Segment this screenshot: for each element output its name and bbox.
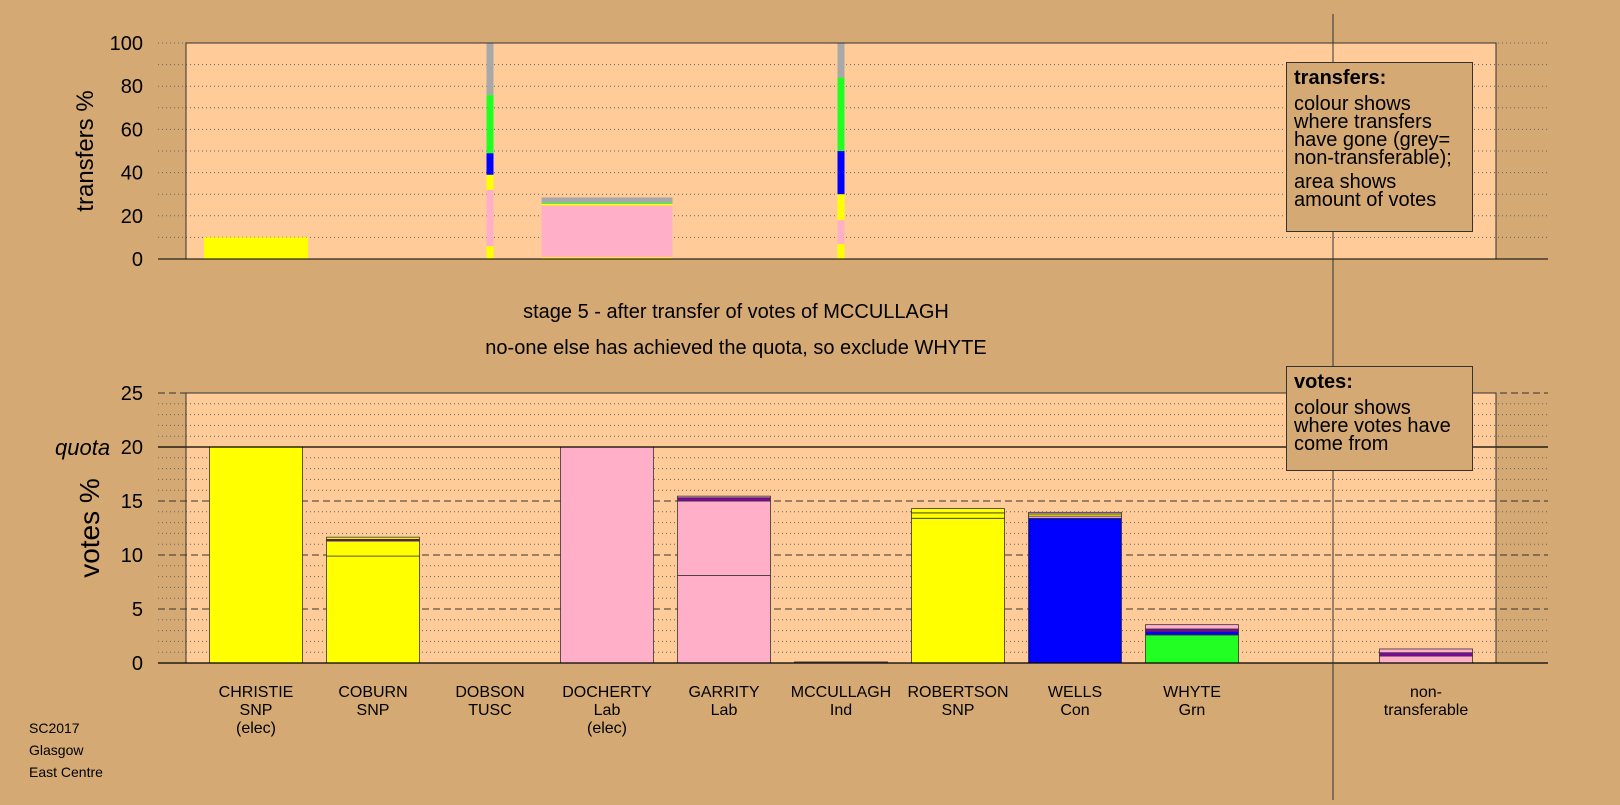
candidate-label: DOCHERTY — [562, 684, 652, 701]
vote-segment — [560, 446, 654, 664]
candidate-label: GARRITY — [688, 684, 759, 701]
vote-segment — [911, 517, 1005, 664]
transfer-segment — [541, 202, 673, 204]
transfer-segment — [837, 151, 845, 195]
candidate-label: CHRISTIE — [219, 684, 294, 701]
vote-segment — [677, 497, 771, 502]
candidate-label: transferable — [1384, 702, 1469, 719]
candidate-label: Lab — [594, 702, 621, 719]
vote-segment — [911, 512, 1005, 519]
vote-segment — [677, 495, 771, 499]
footer-info: SC2017 Glasgow East Centre — [29, 717, 103, 783]
vote-segment — [209, 446, 303, 664]
candidate-label: MCCULLAGH — [791, 684, 891, 701]
votes-y-tick-label: 5 — [132, 599, 143, 621]
candidate-label: (elec) — [587, 720, 627, 737]
vote-segment — [677, 575, 771, 664]
transfer-segment — [204, 237, 308, 259]
votes-y-tick-label: 10 — [121, 545, 143, 567]
candidate-label: SNP — [240, 702, 273, 719]
candidate-label: Ind — [830, 702, 852, 719]
transfers-y-tick-label: 20 — [121, 206, 143, 228]
candidate-label: WELLS — [1048, 684, 1102, 701]
transfers-y-tick-label: 80 — [121, 76, 143, 98]
votes-legend: votes: colour shows where votes have com… — [1286, 366, 1473, 471]
footer-election: SC2017 — [29, 720, 80, 736]
vote-segment — [1379, 648, 1473, 654]
vote-segment — [1145, 634, 1239, 664]
candidate-label: (elec) — [236, 720, 276, 737]
footer-ward: East Centre — [29, 764, 103, 780]
transfer-segment — [486, 246, 494, 259]
vote-segment — [326, 555, 420, 664]
transfer-segment — [837, 220, 845, 244]
vote-segment — [326, 536, 420, 540]
transfer-segment — [486, 174, 494, 190]
votes-y-tick-label: 0 — [132, 653, 143, 675]
transfer-segment — [486, 94, 494, 154]
candidate-label: non- — [1410, 684, 1442, 701]
transfers-y-tick-label: 100 — [110, 33, 143, 55]
transfer-segment — [541, 205, 673, 258]
votes-y-tick-label: 15 — [121, 491, 143, 513]
vote-segment — [326, 540, 420, 557]
vote-segment — [1028, 517, 1122, 664]
vote-segment — [677, 500, 771, 576]
vote-segment — [1145, 631, 1239, 636]
transfer-segment — [837, 194, 845, 221]
transfers-y-tick-label: 40 — [121, 163, 143, 185]
votes-y-tick-label: 20 — [121, 437, 143, 459]
candidate-label: Con — [1060, 702, 1089, 719]
vote-segment — [1379, 655, 1473, 664]
vote-segment — [911, 508, 1005, 514]
candidate-label: Lab — [711, 702, 738, 719]
transfer-segment — [837, 77, 845, 151]
transfers-legend-colour-text: colour shows where transfers have gone (… — [1294, 93, 1452, 169]
candidate-label: SNP — [357, 702, 390, 719]
candidate-label: WHYTE — [1163, 684, 1221, 701]
transfer-segment — [837, 43, 845, 78]
votes-legend-text: colour shows where votes have come from — [1294, 397, 1451, 455]
transfer-segment — [837, 243, 845, 259]
transfers-y-axis-label: transfers % — [72, 90, 99, 211]
vote-segment — [1145, 624, 1239, 630]
vote-segment — [1028, 511, 1122, 515]
footer-council: Glasgow — [29, 742, 84, 758]
candidate-label: SNP — [942, 702, 975, 719]
vote-segment — [1379, 652, 1473, 657]
transfer-segment — [541, 197, 673, 203]
transfers-legend: transfers: colour shows where transfers … — [1286, 62, 1473, 232]
votes-y-axis-label: votes % — [74, 478, 105, 578]
candidate-label: COBURN — [338, 684, 407, 701]
transfer-segment — [486, 153, 494, 175]
candidate-label: DOBSON — [455, 684, 524, 701]
stage-title: stage 5 - after transfer of votes of MCC… — [523, 301, 949, 323]
transfer-segment — [541, 257, 673, 259]
candidate-label: ROBERTSON — [907, 684, 1008, 701]
votes-legend-title: votes: — [1294, 371, 1353, 393]
candidate-label: TUSC — [468, 702, 512, 719]
transfers-y-tick-label: 60 — [121, 119, 143, 141]
vote-segment — [1145, 628, 1239, 633]
transfers-y-tick-label: 0 — [132, 249, 143, 271]
stage-subtitle: no-one else has achieved the quota, so e… — [485, 337, 986, 359]
transfer-segment — [486, 43, 494, 95]
transfer-segment — [486, 189, 494, 247]
votes-y-tick-label: 25 — [121, 383, 143, 405]
transfer-segment — [541, 203, 673, 206]
quota-label: quota — [55, 435, 110, 460]
transfers-legend-area-text: area shows amount of votes — [1294, 171, 1437, 211]
candidate-label: Grn — [1179, 702, 1206, 719]
transfers-legend-title: transfers: — [1294, 67, 1387, 89]
